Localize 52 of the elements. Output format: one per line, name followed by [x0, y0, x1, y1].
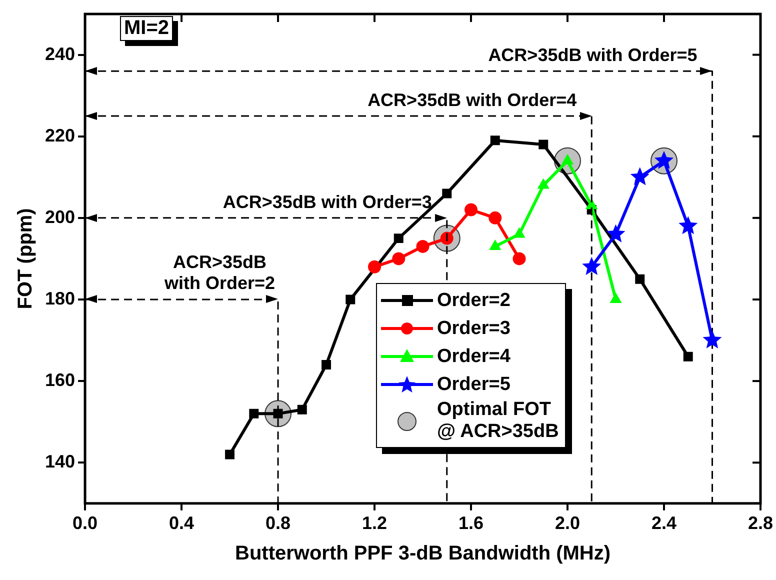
- x-tick-label: 2.0: [554, 513, 580, 534]
- x-tick-label: 2.4: [651, 513, 677, 534]
- legend-label: Order=4: [437, 346, 510, 368]
- point: [346, 294, 356, 304]
- legend-label: Order=3: [437, 318, 510, 340]
- y-axis-title: FOT (ppm): [14, 208, 37, 310]
- annotation: ACR>35dB with Order=5: [488, 45, 698, 66]
- x-tick-label: 0.0: [72, 513, 98, 534]
- annotation: MI=2: [120, 16, 174, 41]
- y-tick-label: 140: [44, 452, 76, 472]
- y-tick-label: 240: [44, 44, 76, 64]
- point: [702, 330, 722, 348]
- x-tick-label: 0.8: [266, 513, 291, 534]
- point: [225, 450, 235, 460]
- point: [610, 292, 622, 303]
- point: [538, 140, 548, 150]
- point: [322, 360, 332, 370]
- point: [490, 136, 500, 146]
- legend-label: Order=2: [437, 290, 510, 312]
- point: [297, 404, 307, 414]
- point: [606, 224, 626, 242]
- y-tick-label: 180: [44, 288, 76, 308]
- point: [683, 352, 693, 362]
- point: [392, 252, 406, 266]
- point: [635, 274, 645, 284]
- x-tick-label: 0.4: [169, 513, 194, 534]
- point: [489, 240, 501, 250]
- legend-label: Order=5: [437, 374, 510, 396]
- x-tick-label: 2.8: [748, 513, 774, 534]
- point: [464, 203, 478, 216]
- point: [630, 167, 650, 186]
- y-tick-label: 200: [44, 206, 76, 227]
- legend-label: Optimal FOT @ ACR>35dB: [437, 399, 559, 443]
- point: [368, 260, 382, 274]
- point: [514, 228, 525, 238]
- y-tick-label: 160: [44, 370, 76, 390]
- point: [512, 252, 526, 266]
- point: [416, 240, 430, 253]
- point: [394, 234, 404, 244]
- x-axis-title: Butterworth PPF 3-dB Bandwidth (MHz): [234, 542, 611, 565]
- point: [249, 408, 259, 418]
- point: [488, 211, 502, 224]
- point: [538, 178, 550, 189]
- x-tick-label: 1.6: [458, 513, 484, 534]
- x-tick-label: 1.2: [362, 513, 388, 534]
- y-tick-label: 220: [44, 125, 76, 146]
- annotation: ACR>35dB with Order=4: [368, 90, 577, 111]
- point: [678, 216, 698, 234]
- point: [442, 188, 452, 198]
- annotation: ACR>35dB with Order=3: [222, 192, 432, 213]
- point: [582, 256, 602, 275]
- annotation: ACR>35dB with Order=2: [164, 252, 276, 294]
